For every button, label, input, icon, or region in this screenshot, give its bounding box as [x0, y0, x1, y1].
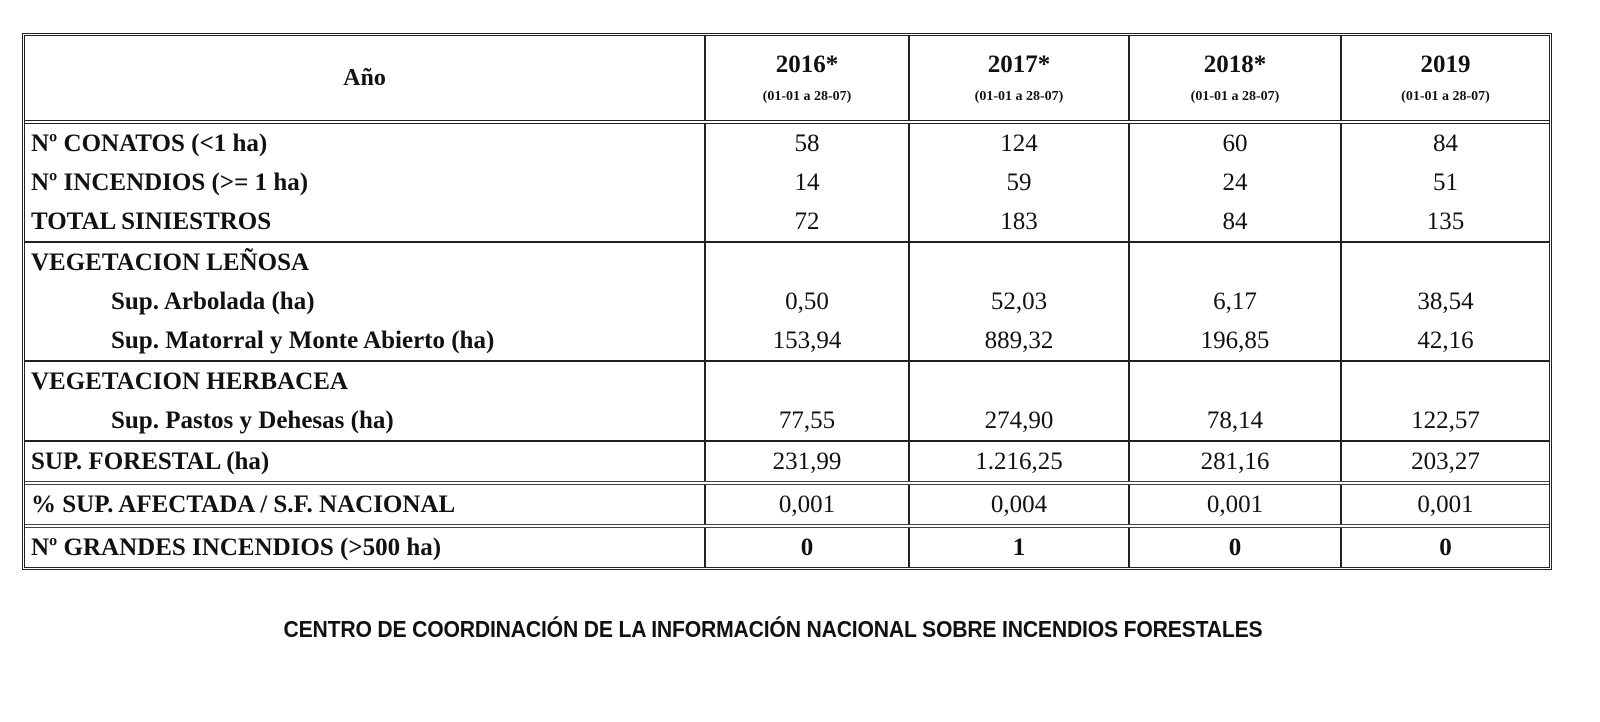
cell-value: 51 [1340, 163, 1549, 202]
cell-value: 135 [1340, 202, 1549, 243]
cell-value: 124 [908, 122, 1129, 163]
cell-value: 281,16 [1128, 441, 1341, 485]
cell-value: 6,17 [1128, 282, 1341, 321]
row-sup-pastos: Sup. Pastos y Dehesas (ha) 77,55 274,90 … [25, 401, 1549, 442]
cell-value: 0,001 [704, 483, 909, 528]
column-date-range: (01-01 a 28-07) [762, 89, 852, 104]
cell-value: 24 [1128, 163, 1341, 202]
row-vegetacion-herbacea: VEGETACION HERBACEA [25, 361, 1549, 401]
section-label: VEGETACION LEÑOSA [31, 249, 310, 276]
row-label: Nº CONATOS (<1 ha) [31, 130, 268, 157]
forest-fire-statistics-table: Año 2016* (01-01 a 28-07) 2017* (01-01 a… [22, 33, 1552, 570]
column-year: 2017* [987, 51, 1051, 78]
header-col-2016: 2016* (01-01 a 28-07) [704, 36, 909, 124]
cell-value: 889,32 [908, 321, 1129, 362]
cell-value: 84 [1340, 122, 1549, 163]
cell-value: 59 [908, 163, 1129, 202]
cell-value: 60 [1128, 122, 1341, 163]
cell-value: 0 [1340, 526, 1549, 567]
row-grandes-incendios: Nº GRANDES INCENDIOS (>500 ha) 0 1 0 0 [25, 526, 1549, 567]
column-year: 2019 [1420, 51, 1471, 78]
row-incendios: Nº INCENDIOS (>= 1 ha) 14 59 24 51 [25, 163, 1549, 202]
row-sup-forestal: SUP. FORESTAL (ha) 231,99 1.216,25 281,1… [25, 441, 1549, 485]
cell-value: 0,004 [908, 483, 1129, 528]
cell-value: 42,16 [1340, 321, 1549, 362]
cell-value: 122,57 [1340, 401, 1549, 442]
column-year: 2018* [1203, 51, 1267, 78]
row-label: Sup. Arbolada (ha) [111, 288, 315, 315]
row-pct-afectada: % SUP. AFECTADA / S.F. NACIONAL 0,001 0,… [25, 483, 1549, 528]
cell-value: 0,001 [1340, 483, 1549, 528]
cell-value: 52,03 [908, 282, 1129, 321]
cell-value: 84 [1128, 202, 1341, 243]
row-label: TOTAL SINIESTROS [25, 202, 705, 243]
section-label: VEGETACION HERBACEA [31, 368, 348, 395]
header-year-label: Año [25, 36, 705, 124]
row-label: Sup. Matorral y Monte Abierto (ha) [25, 321, 705, 362]
cell-value: 183 [908, 202, 1129, 243]
column-year: 2016* [775, 51, 839, 78]
row-conatos: Nº CONATOS (<1 ha) 58 124 60 84 [25, 122, 1549, 163]
cell-value: 77,55 [704, 401, 909, 442]
header-col-2019: 2019 (01-01 a 28-07) [1340, 36, 1549, 124]
statistics-table: Año 2016* (01-01 a 28-07) 2017* (01-01 a… [25, 36, 1549, 567]
row-label: Sup. Pastos y Dehesas (ha) [25, 401, 705, 442]
cell-value: 203,27 [1340, 441, 1549, 485]
cell-value: 72 [704, 202, 909, 243]
header-row: Año 2016* (01-01 a 28-07) 2017* (01-01 a… [25, 36, 1549, 124]
header-col-2018: 2018* (01-01 a 28-07) [1128, 36, 1341, 124]
cell-value: 1.216,25 [908, 441, 1129, 485]
cell-value: 0 [704, 526, 909, 567]
cell-value: 1 [908, 526, 1129, 567]
cell-value: 153,94 [704, 321, 909, 362]
source-caption: CENTRO DE COORDINACIÓN DE LA INFORMACIÓN… [283, 616, 1263, 642]
row-sup-matorral: Sup. Matorral y Monte Abierto (ha) 153,9… [25, 321, 1549, 362]
cell-value: 0,001 [1128, 483, 1341, 528]
row-label: SUP. FORESTAL (ha) [25, 441, 705, 485]
cell-value: 0,50 [704, 282, 909, 321]
column-date-range: (01-01 a 28-07) [974, 89, 1064, 104]
column-date-range: (01-01 a 28-07) [1190, 89, 1280, 104]
cell-value: 14 [704, 163, 909, 202]
cell-value: 58 [704, 122, 909, 163]
row-label: Nº GRANDES INCENDIOS (>500 ha) [31, 534, 442, 561]
cell-value: 196,85 [1128, 321, 1341, 362]
cell-value: 274,90 [908, 401, 1129, 442]
header-col-2017: 2017* (01-01 a 28-07) [908, 36, 1129, 124]
row-vegetacion-lenosa: VEGETACION LEÑOSA [25, 242, 1549, 282]
cell-value: 38,54 [1340, 282, 1549, 321]
row-total-siniestros: TOTAL SINIESTROS 72 183 84 135 [25, 202, 1549, 243]
cell-value: 231,99 [704, 441, 909, 485]
row-label: % SUP. AFECTADA / S.F. NACIONAL [25, 483, 705, 528]
year-label: Año [343, 64, 386, 91]
column-date-range: (01-01 a 28-07) [1401, 89, 1490, 104]
cell-value: 78,14 [1128, 401, 1341, 442]
cell-value: 0 [1128, 526, 1341, 567]
row-label: Nº INCENDIOS (>= 1 ha) [31, 169, 309, 196]
row-sup-arbolada: Sup. Arbolada (ha) 0,50 52,03 6,17 38,54 [25, 282, 1549, 321]
